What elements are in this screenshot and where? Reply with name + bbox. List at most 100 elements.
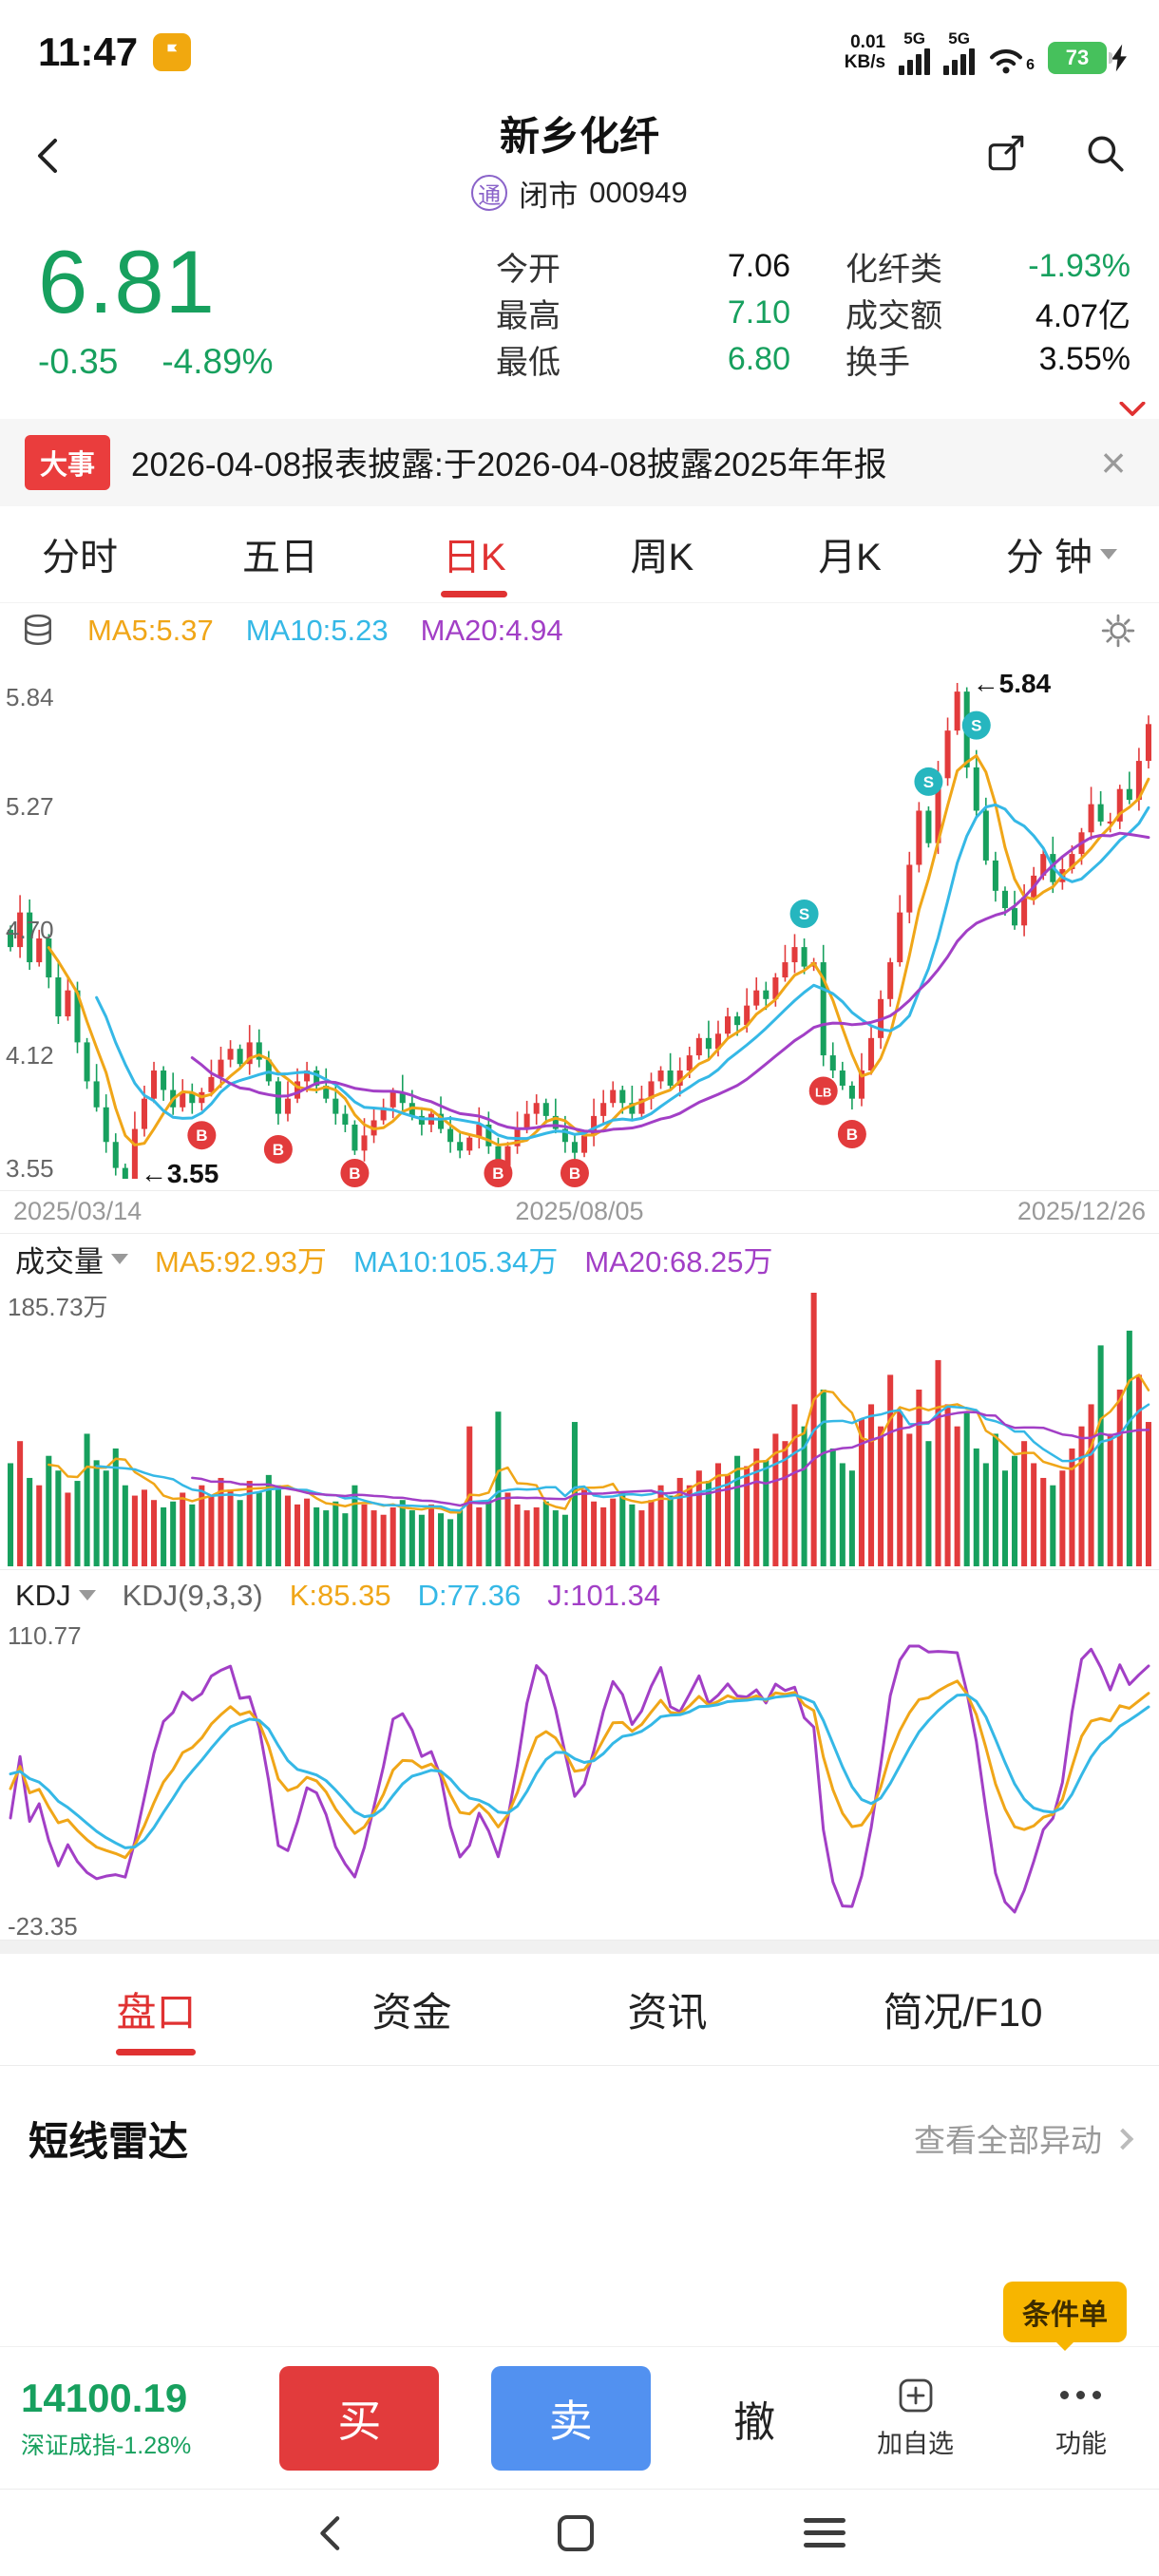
svg-text:110.77: 110.77 [8, 1621, 82, 1650]
conditional-order-badge[interactable]: 条件单 [1003, 2282, 1127, 2342]
field-value-open: 7.06 [727, 247, 790, 284]
chevron-down-icon [111, 1254, 128, 1264]
tab-news[interactable]: 资讯 [627, 1989, 708, 2035]
news-banner[interactable]: 大事 2026-04-08报表披露:于2026-04-08披露2025年年报 × [0, 418, 1159, 506]
signal-bars-icon-2 [943, 47, 976, 75]
volume-ma20-value: MA20:68.25万 [584, 1245, 773, 1279]
cancel-order-button[interactable]: 撤 [733, 2398, 776, 2446]
tab-daily-k[interactable]: 日K [443, 526, 506, 581]
ma10-value: MA10:5.23 [245, 613, 389, 647]
kline-x-axis: 2025/03/14 2025/08/05 2025/12/26 [0, 1189, 1159, 1234]
svg-text:B: B [492, 1165, 504, 1183]
svg-text:LB: LB [815, 1085, 831, 1099]
charging-bolt-icon [1112, 44, 1127, 71]
radar-title: 短线雷达 [28, 2118, 189, 2164]
nav-home-icon[interactable] [558, 2514, 594, 2551]
x-axis-label-mid: 2025/08/05 [515, 1197, 644, 1225]
share-icon [988, 135, 1024, 171]
tab-capital[interactable]: 资金 [371, 1989, 452, 2035]
plus-box-icon [899, 2378, 932, 2412]
stock-header: 新乡化纤 通 闭市 000949 [0, 91, 1159, 222]
radar-section-header: 短线雷达 查看全部异动 [0, 2066, 1159, 2194]
tab-minute-line[interactable]: 分时 [42, 537, 118, 578]
ma5-value: MA5:5.37 [87, 613, 214, 647]
quote-row: 最高 7.10 成交额 4.07亿 [420, 290, 1130, 336]
share-button[interactable] [984, 131, 1028, 175]
svg-text:-23.35: -23.35 [8, 1912, 78, 1941]
volume-chart[interactable]: 185.73万 [0, 1285, 1159, 1570]
chart-settings-gear-icon[interactable] [1100, 613, 1136, 649]
index-ticker[interactable]: 14100.19 深证成指-1.28% [21, 2376, 228, 2461]
field-value-high: 7.10 [727, 294, 790, 331]
nav-back-icon[interactable] [314, 2514, 348, 2552]
tab-minutes-dropdown[interactable]: 分 钟 [1006, 526, 1117, 581]
tab-weekly-k[interactable]: 周K [630, 537, 694, 578]
field-label-low: 最低 [496, 344, 560, 381]
tab-five-day[interactable]: 五日 [241, 537, 318, 578]
field-value-sector: -1.93% [1028, 247, 1130, 284]
net-speed-value: 0.01 [850, 31, 886, 52]
kdj-header: KDJ KDJ(9,3,3) K:85.35 D:77.36 J:101.34 [0, 1570, 1159, 1621]
carrier-1-label: 5G [903, 28, 925, 47]
buy-button[interactable]: 买 [279, 2365, 440, 2471]
kdj-j-value: J:101.34 [547, 1578, 661, 1612]
price-change: -0.35 [38, 342, 119, 382]
stock-subtitle: 通 闭市 000949 [0, 172, 1159, 215]
svg-text:S: S [923, 772, 934, 790]
content-spacer [0, 2194, 1159, 2347]
flag-glyph [167, 44, 178, 61]
x-axis-label-start: 2025/03/14 [13, 1197, 142, 1225]
tab-order-book[interactable]: 盘口 [116, 1980, 196, 2038]
status-indicators: 0.01 KB/s 5G 5G 6 [845, 30, 1127, 75]
tab-profile-f10[interactable]: 简况/F10 [883, 1989, 1043, 2035]
stock-code: 000949 [589, 176, 688, 209]
svg-text:3.55: 3.55 [6, 1154, 54, 1183]
search-button[interactable] [1083, 131, 1127, 175]
trade-bar: 14100.19 深证成指-1.28% 买 卖 撤 加自选 功能 [0, 2346, 1159, 2489]
current-price: 6.81 [38, 231, 216, 331]
svg-text:S: S [971, 716, 981, 734]
field-value-turnover-amt: 4.07亿 [1035, 297, 1130, 334]
functions-label: 功能 [1054, 2429, 1107, 2458]
sell-button[interactable]: 卖 [490, 2365, 651, 2471]
chevron-down-icon [1099, 548, 1117, 559]
header-actions [984, 131, 1127, 175]
tab-monthly-k[interactable]: 月K [818, 537, 882, 578]
indicator-stack-icon[interactable] [21, 614, 55, 648]
back-button[interactable] [25, 131, 74, 180]
kdj-formula: KDJ(9,3,3) [122, 1578, 263, 1612]
radar-view-all-link[interactable]: 查看全部异动 [914, 2115, 1134, 2161]
news-close-button[interactable]: × [1100, 437, 1127, 487]
detail-tab-bar: 盘口 资金 资讯 简况/F10 [0, 1953, 1159, 2066]
add-watchlist-label: 加自选 [877, 2429, 955, 2458]
field-label-sector: 化纤类 [846, 251, 942, 288]
kdj-indicator-dropdown[interactable]: KDJ [15, 1579, 96, 1613]
status-left: 11:47 [38, 29, 192, 75]
svg-text:B: B [196, 1127, 207, 1145]
market-status: 闭市 [519, 179, 579, 213]
add-watchlist-button[interactable]: 加自选 [859, 2377, 973, 2460]
svg-text:B: B [273, 1141, 284, 1159]
volume-ma10-value: MA10:105.34万 [352, 1245, 559, 1279]
ma20-value: MA20:4.94 [420, 613, 563, 647]
network-speed: 0.01 KB/s [845, 32, 885, 73]
svg-text:185.73万: 185.73万 [8, 1293, 108, 1321]
quote-table: 今开 7.06 化纤类 -1.93% 最高 7.10 成交额 4.07亿 [420, 236, 1130, 387]
kline-indicator-row: MA5:5.37 MA10:5.23 MA20:4.94 [0, 603, 1159, 658]
period-tab-bar: 分时 五日 日K 周K 月K 分 钟 [0, 506, 1159, 603]
kdj-chart[interactable]: 110.77 -23.35 [0, 1621, 1159, 1941]
flag-icon [153, 33, 192, 71]
functions-button[interactable]: 功能 [1024, 2377, 1138, 2460]
carrier-2-label: 5G [948, 28, 970, 47]
nav-menu-icon[interactable] [804, 2518, 846, 2548]
kline-chart[interactable]: 5.84 5.27 4.70 4.12 3.55 ←5.84 ←3.55 B B B B B S LB B S… [0, 658, 1159, 1190]
expand-quote-icon[interactable] [1119, 401, 1146, 417]
price-change-row: -0.35 -4.89% [38, 342, 420, 382]
field-label-high: 最高 [496, 297, 560, 334]
price-change-pct: -4.89% [162, 342, 274, 382]
field-value-turnover-rate: 3.55% [1038, 340, 1130, 377]
volume-indicator-dropdown[interactable]: 成交量 [15, 1238, 128, 1280]
net-speed-unit: KB/s [844, 52, 886, 73]
svg-text:5.84: 5.84 [6, 683, 54, 711]
